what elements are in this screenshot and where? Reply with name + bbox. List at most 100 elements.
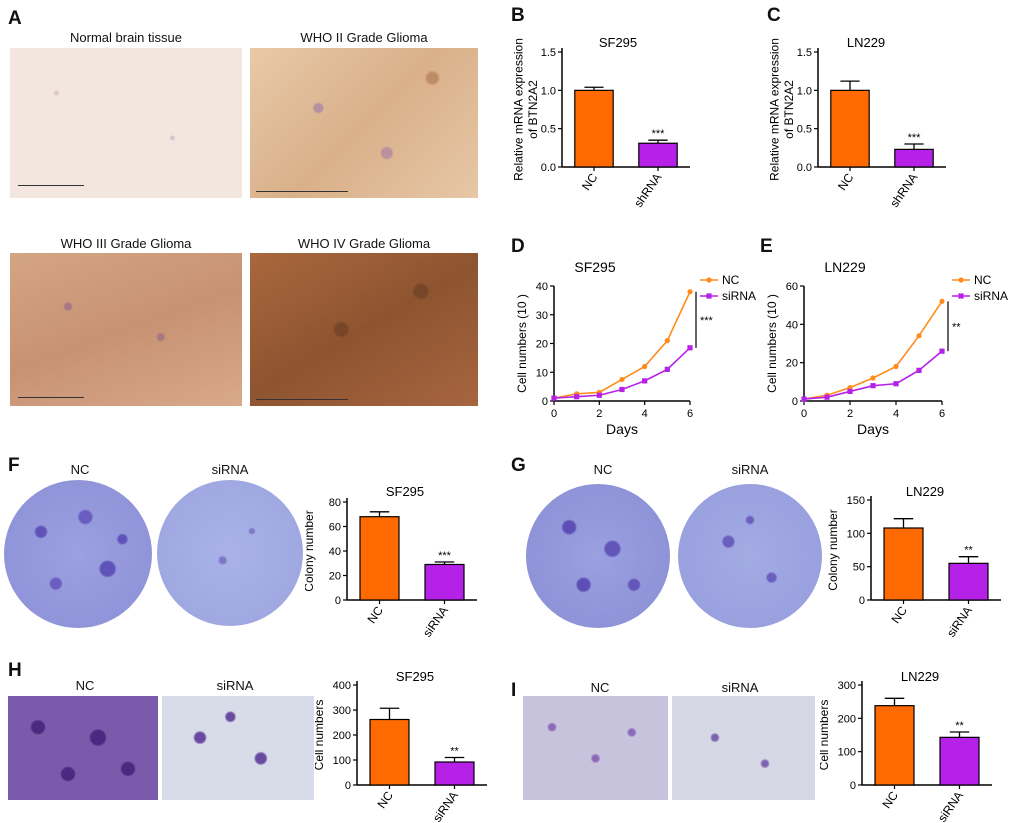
x-tick-label: NC	[365, 603, 387, 626]
panel-label-h: H	[8, 660, 22, 681]
colony-dish-sirna-sf295	[157, 480, 303, 626]
y-tick-label: 0	[859, 595, 865, 607]
data-point	[893, 363, 899, 370]
chart-b-mrna-sf295: SF295 Relative mRNA expressionof BTN2A20.…	[511, 35, 690, 210]
y-tick-label: 20	[786, 358, 798, 370]
y-tick-label: 300	[333, 705, 351, 717]
legend-label: siRNA	[722, 289, 756, 303]
transwell-sirna-ln229	[672, 696, 815, 800]
data-point	[939, 298, 945, 304]
caption-who-iv: WHO IV Grade Glioma	[297, 236, 431, 251]
panel-label-i: I	[511, 680, 517, 701]
chart-title: SF295	[599, 35, 637, 50]
bar-sirna	[939, 736, 980, 786]
chart-title: LN229	[847, 35, 885, 50]
y-tick-label: 0	[792, 396, 798, 408]
data-point	[916, 367, 922, 373]
chart-h-transwell-sf295: SF295 Cell numbers 0 100 200 300 400 NC ** siRNA	[315, 669, 487, 823]
panel-label-e: E	[760, 236, 773, 257]
legend-marker	[958, 293, 964, 299]
y-axis-label: Colony number	[305, 510, 316, 591]
panel-label-a: A	[8, 8, 22, 29]
legend-marker	[958, 277, 964, 283]
y-axis-label: Cell numbers	[315, 700, 326, 771]
chart-d-growth-sf295: SF295 Cell numbers (10 ) Days 0 10 20 30 40 0 2 4 6…	[515, 259, 756, 437]
y-tick-label: 60	[329, 522, 341, 534]
data-point	[870, 383, 876, 389]
y-tick-label: 40	[329, 546, 341, 558]
data-point	[893, 381, 899, 387]
y-tick-label: 0	[542, 396, 548, 408]
y-tick-label: 20	[329, 571, 341, 583]
y-axis-label: Relative mRNA expressionof BTN2A2	[511, 38, 539, 181]
data-point	[664, 338, 670, 344]
data-point	[642, 378, 648, 384]
y-tick-label: 0	[850, 780, 856, 792]
ihc-who-iii-image	[10, 253, 242, 406]
data-point	[847, 388, 853, 395]
y-tick-label: 100	[847, 528, 865, 540]
y-tick-label: 0.0	[541, 162, 556, 174]
ihc-who-ii-image	[250, 48, 478, 198]
y-tick-label: 40	[536, 281, 548, 293]
dish-label-nc-f: NC	[70, 462, 90, 477]
image-label-nc-h: NC	[75, 678, 95, 693]
dish-label-sirna-g: siRNA	[731, 462, 769, 477]
chart-c-mrna-ln229: LN229 Relative mRNA expressionof BTN2A20.…	[767, 35, 946, 210]
significance-mark: **	[952, 321, 961, 333]
x-tick-label: NC	[880, 788, 902, 811]
transwell-nc-sf295	[8, 696, 158, 800]
dish-label-nc-g: NC	[593, 462, 613, 477]
panel-label-f: F	[8, 455, 20, 476]
image-label-nc-i: NC	[590, 680, 610, 695]
bar-nc	[874, 705, 915, 786]
significance-mark: **	[955, 720, 964, 732]
y-tick-label: 10	[536, 367, 548, 379]
data-point	[596, 392, 602, 398]
data-point	[687, 289, 693, 295]
colony-dish-nc-sf295	[4, 480, 152, 628]
y-tick-label: 1.5	[541, 47, 556, 59]
y-tick-label: 0	[335, 595, 341, 607]
legend-label: NC	[974, 273, 992, 287]
chart-title: SF295	[574, 259, 615, 275]
y-axis-label: Colony number	[826, 509, 840, 590]
data-point	[619, 376, 625, 383]
ihc-normal-brain-image	[10, 48, 242, 198]
x-tick-label: NC	[579, 170, 601, 193]
data-point	[619, 386, 625, 393]
chart-title: LN229	[906, 484, 944, 499]
chart-f-colony-sf295: SF295 Colony number 0 20 40 60 80 NC *** siRNA	[305, 484, 477, 640]
colony-dish-sirna-ln229	[678, 484, 822, 628]
bar-shrna	[894, 148, 934, 168]
data-point	[870, 375, 876, 381]
transwell-sirna-sf295	[162, 696, 314, 800]
chart-i-transwell-ln229: LN229 Cell numbers 0 100 200 300 NC ** siRNA	[820, 669, 992, 823]
panel-label-g: G	[511, 455, 526, 476]
data-point	[642, 363, 648, 370]
y-tick-label: 30	[536, 310, 548, 322]
x-tick-label: shRNA	[887, 171, 920, 210]
chart-title: SF295	[396, 669, 434, 684]
caption-who-ii: WHO II Grade Glioma	[300, 30, 428, 45]
significance-mark: ***	[908, 132, 922, 144]
y-axis-label: Cell numbers (10 )	[765, 294, 779, 393]
x-tick-label: 4	[642, 408, 648, 420]
series-line-sirna	[803, 350, 943, 400]
x-tick-label: NC	[889, 603, 911, 626]
y-tick-label: 40	[786, 319, 798, 331]
data-point	[687, 345, 693, 351]
chart-g-colony-ln229: LN229 Colony number 0 50 100 150 NC ** siRNA	[826, 484, 1001, 640]
x-tick-label: 6	[687, 408, 693, 420]
y-tick-label: 100	[838, 747, 856, 759]
colony-dish-nc-ln229	[526, 484, 670, 628]
x-tick-label: 4	[893, 408, 899, 420]
data-point	[551, 395, 557, 401]
significance-mark: ***	[652, 128, 666, 140]
x-tick-label: siRNA	[944, 604, 975, 640]
ihc-who-iv-image	[250, 253, 478, 406]
caption-normal-brain: Normal brain tissue	[70, 30, 182, 45]
x-tick-label: shRNA	[631, 171, 664, 210]
x-tick-label: NC	[835, 170, 857, 193]
x-tick-label: 2	[596, 408, 602, 420]
